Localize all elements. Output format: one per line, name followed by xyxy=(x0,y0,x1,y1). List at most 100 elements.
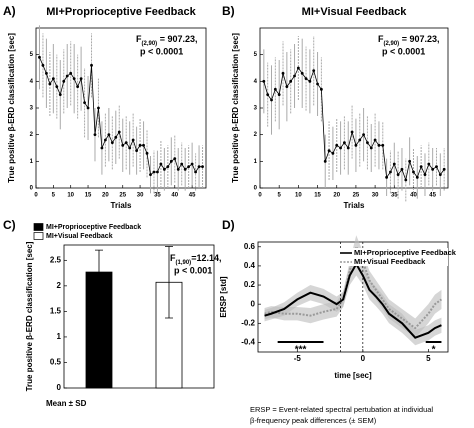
x-tick-label: 10 xyxy=(295,193,302,199)
y-tick-label: 1 xyxy=(57,332,62,341)
point xyxy=(316,82,319,86)
point xyxy=(38,55,41,59)
point xyxy=(169,159,173,163)
legend-swatch xyxy=(33,223,44,231)
x-tick-label: 0 xyxy=(258,193,262,199)
point xyxy=(404,178,408,182)
point xyxy=(190,162,194,166)
y-tick-label: 0 xyxy=(57,383,62,392)
chart-title: MI+Proprioceptive Feedback xyxy=(46,6,196,18)
y-tick-label: 0 xyxy=(30,186,34,192)
y-tick-label: 5 xyxy=(254,52,258,58)
point xyxy=(197,165,201,169)
point xyxy=(281,71,285,75)
x-axis-label: Trials xyxy=(111,201,132,210)
annotation-line2: p < 0.0001 xyxy=(382,46,425,56)
point xyxy=(97,106,100,110)
point xyxy=(285,85,289,89)
x-tick-label: 35 xyxy=(391,193,398,199)
x-axis-label: time [sec] xyxy=(334,371,372,380)
point xyxy=(385,175,389,179)
point xyxy=(296,66,300,70)
point xyxy=(152,170,156,174)
point xyxy=(128,146,132,150)
point xyxy=(72,77,76,81)
point xyxy=(431,167,435,171)
x-tick-label: 15 xyxy=(314,193,321,199)
point xyxy=(396,173,400,177)
x-tick-label: 15 xyxy=(85,193,92,199)
point xyxy=(124,141,128,145)
annotation-sub: (2,90) xyxy=(142,41,158,47)
point xyxy=(114,135,118,139)
y-tick-label: 0.4 xyxy=(244,261,256,270)
point xyxy=(400,167,404,171)
annotation-line2: p < 0.001 xyxy=(174,265,212,275)
point xyxy=(312,69,316,73)
sem-band xyxy=(264,252,442,346)
point xyxy=(438,173,442,177)
point xyxy=(117,130,121,134)
y-tick-label: 2 xyxy=(254,132,258,138)
point xyxy=(339,146,342,150)
point xyxy=(300,71,304,75)
point xyxy=(377,143,381,147)
x-tick-label: 30 xyxy=(137,193,144,199)
point xyxy=(373,138,377,142)
y-tick-label: 2 xyxy=(30,132,34,138)
x-tick-label: 5 xyxy=(52,193,56,199)
panel-label: B) xyxy=(222,4,235,18)
significance-label: * xyxy=(432,345,436,356)
point xyxy=(381,143,385,147)
x-tick-label: 35 xyxy=(154,193,161,199)
point xyxy=(76,85,80,89)
legend-label: MI+Visual Feedback xyxy=(354,257,426,266)
point xyxy=(435,165,438,169)
annotation: F(1,90)=12.14, xyxy=(170,253,221,265)
point xyxy=(55,85,59,89)
x-tick-label: 5 xyxy=(426,354,431,363)
point xyxy=(289,79,293,83)
y-axis-label: True positive β-ERD classification [sec] xyxy=(231,33,240,183)
point xyxy=(308,79,312,83)
annotation-text: F xyxy=(170,253,176,263)
x-tick-label: 0 xyxy=(34,193,38,199)
point xyxy=(194,170,197,174)
point xyxy=(389,170,392,174)
point xyxy=(162,167,166,171)
point xyxy=(266,93,270,97)
x-axis-label: Trials xyxy=(344,201,365,210)
point xyxy=(427,162,431,166)
point xyxy=(100,146,104,150)
point xyxy=(90,63,93,67)
point xyxy=(262,79,266,83)
point xyxy=(176,167,180,171)
x-tick-label: 5 xyxy=(278,193,282,199)
point xyxy=(180,162,184,166)
y-tick-label: 2.5 xyxy=(50,255,62,264)
annotation-text: F xyxy=(378,34,384,44)
x-tick-label: 45 xyxy=(189,193,196,199)
annotation-text: F xyxy=(136,34,142,44)
point xyxy=(121,143,125,147)
point xyxy=(442,167,446,171)
panel-label: A) xyxy=(3,4,16,18)
x-tick-label: 10 xyxy=(67,193,74,199)
legend-label: MI+Proprioceptive Feedback xyxy=(46,224,141,231)
point xyxy=(110,141,114,145)
y-tick-label: 4 xyxy=(254,79,258,85)
x-tick-label: 20 xyxy=(102,193,109,199)
point xyxy=(48,82,52,86)
chart-title: MI+Visual Feedback xyxy=(302,6,408,18)
y-tick-label: 0 xyxy=(251,299,256,308)
legend-label: MI+Visual Feedback xyxy=(46,233,113,240)
point xyxy=(346,146,350,150)
error-bar xyxy=(165,246,173,319)
point xyxy=(51,77,55,81)
y-axis-label: ERSP [std] xyxy=(219,276,228,318)
point xyxy=(65,74,69,78)
point xyxy=(331,151,335,155)
plot-frame xyxy=(257,241,449,353)
y-tick-label: -0.2 xyxy=(241,318,255,327)
